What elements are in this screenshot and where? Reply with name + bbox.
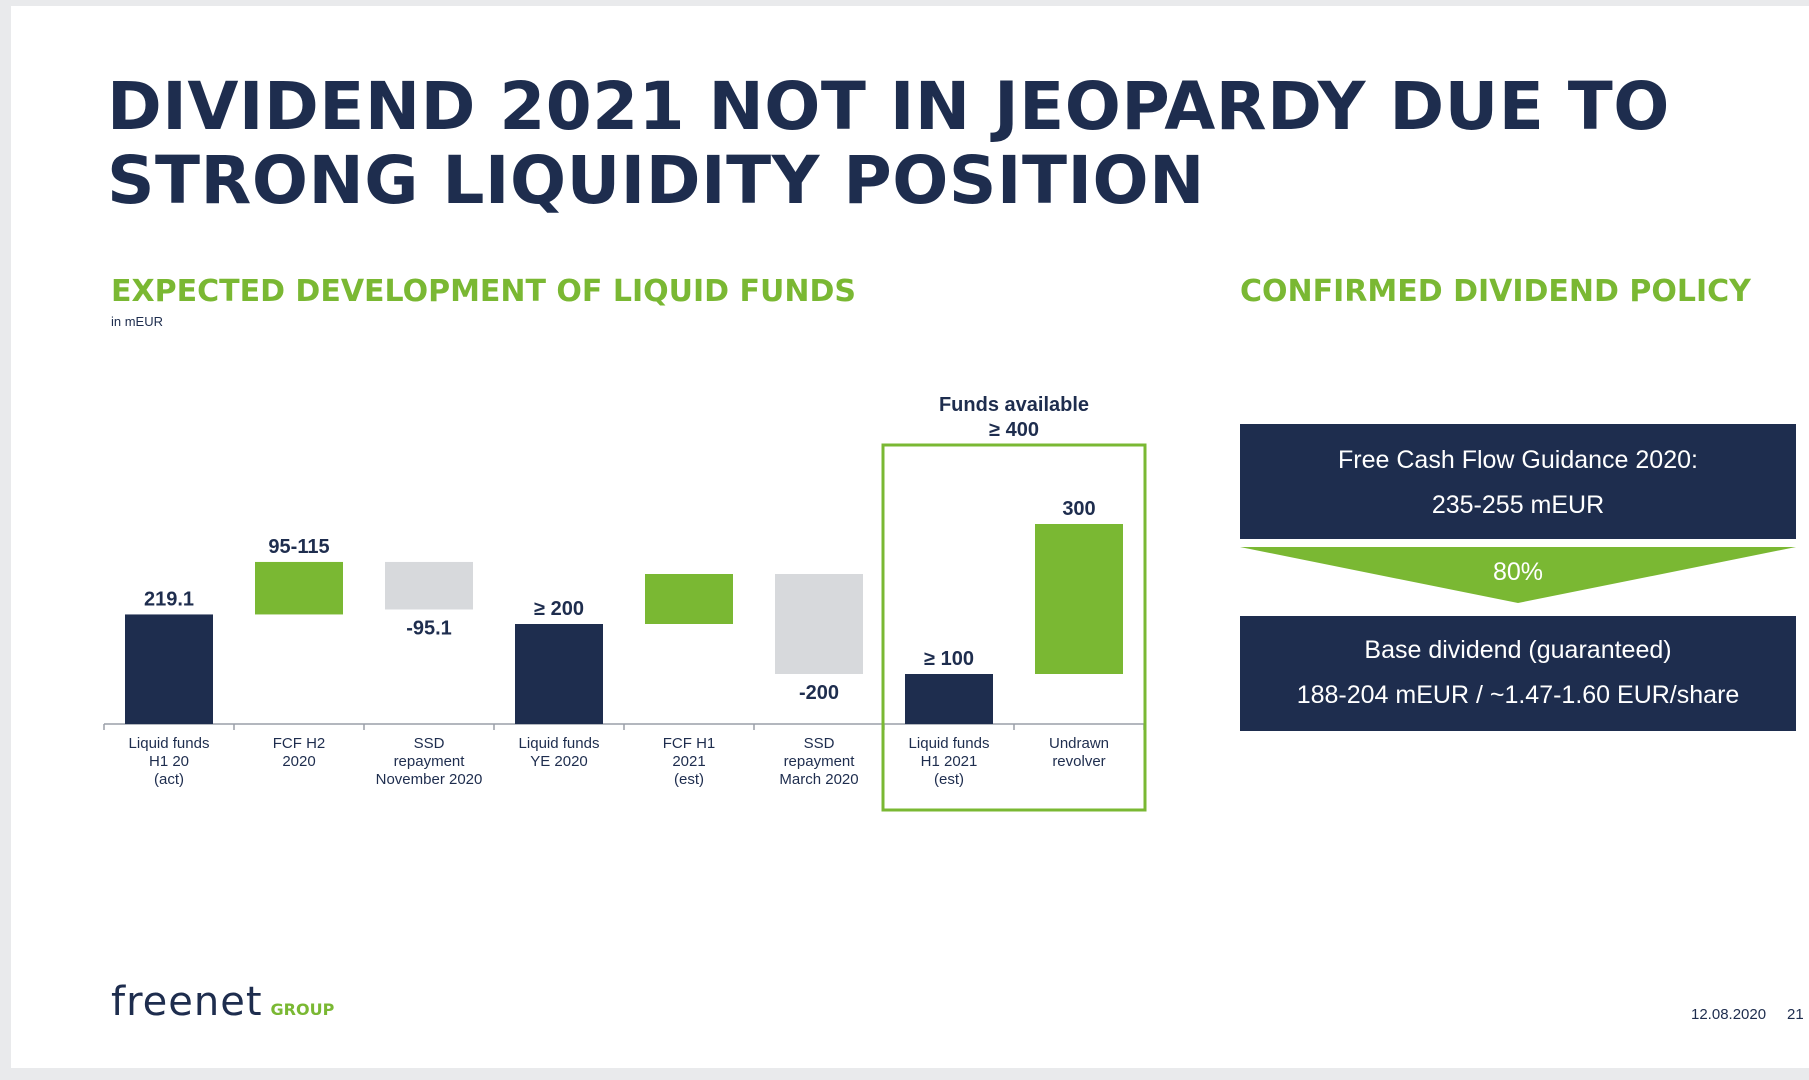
page-title: Dividend 2021 not in jeopardy due to str… [107, 68, 1670, 219]
bar-2 [255, 561, 343, 615]
data-label-2: 95-115 [268, 536, 329, 558]
bar-7 [905, 674, 993, 724]
fcf-guidance-box: Free Cash Flow Guidance 2020: 235-255 mE… [1240, 424, 1796, 539]
bar-4 [515, 624, 603, 724]
bar-3 [385, 561, 473, 610]
slide: Dividend 2021 not in jeopardy due to str… [11, 6, 1809, 1068]
category-label-5: FCF H1 2021 (est) [663, 735, 716, 788]
payout-ratio: 80% [1492, 558, 1544, 586]
category-label-2: FCF H2 2020 [273, 735, 326, 770]
funds-available-label: Funds available ≥ 400 [939, 394, 1089, 441]
category-label-6: SSD repayment March 2020 [779, 735, 858, 788]
category-label-8: Undrawn revolver [1049, 735, 1109, 770]
base-dividend-value: 188-204 mEUR / ~1.47-1.60 EUR/share [1296, 681, 1740, 709]
fcf-guidance-title: Free Cash Flow Guidance 2020: [1338, 446, 1698, 474]
category-label-7: Liquid funds H1 2021 (est) [909, 735, 990, 788]
logo-wordmark: freenet [111, 979, 263, 1025]
page-number: 21 [1787, 1006, 1804, 1023]
fcf-guidance-value: 235-255 mEUR [1431, 491, 1605, 519]
policy-heading: CONFIRMED DIVIDEND POLICY [1240, 274, 1751, 309]
logo-group: GROUP [270, 1000, 335, 1019]
category-label-4: Liquid funds YE 2020 [519, 735, 600, 770]
footer-date: 12.08.2020 [1691, 1006, 1767, 1023]
category-label-1: Liquid funds H1 20 (act) [129, 735, 210, 788]
data-label-8: 300 [1062, 498, 1095, 520]
base-dividend-box: Base dividend (guaranteed) 188-204 mEUR … [1240, 616, 1796, 731]
data-label-6: -200 [799, 682, 839, 704]
bar-8 [1035, 524, 1123, 674]
payout-arrow [1240, 547, 1796, 603]
liquidity-waterfall-chart: 219.1 Liquid funds H1 20 (act) 95-115 FCF H2 2… [103, 394, 1147, 812]
base-dividend-title: Base dividend (guaranteed) [1364, 636, 1672, 664]
bar-1 [125, 614, 213, 724]
data-label-4: ≥ 200 [534, 598, 584, 620]
bar-6 [775, 574, 863, 674]
freenet-logo: freenet GROUP [111, 979, 334, 1025]
chart-heading: EXPECTED DEVELOPMENT OF LIQUID FUNDS [111, 274, 856, 309]
bar-5 [645, 574, 733, 624]
data-label-7: ≥ 100 [924, 648, 974, 670]
category-label-3: SSD repayment November 2020 [376, 735, 483, 788]
data-label-3: -95.1 [406, 618, 452, 640]
unit-note: in mEUR [111, 314, 164, 329]
funds-available-highlight [881, 443, 1147, 812]
data-label-1: 219.1 [144, 588, 194, 610]
